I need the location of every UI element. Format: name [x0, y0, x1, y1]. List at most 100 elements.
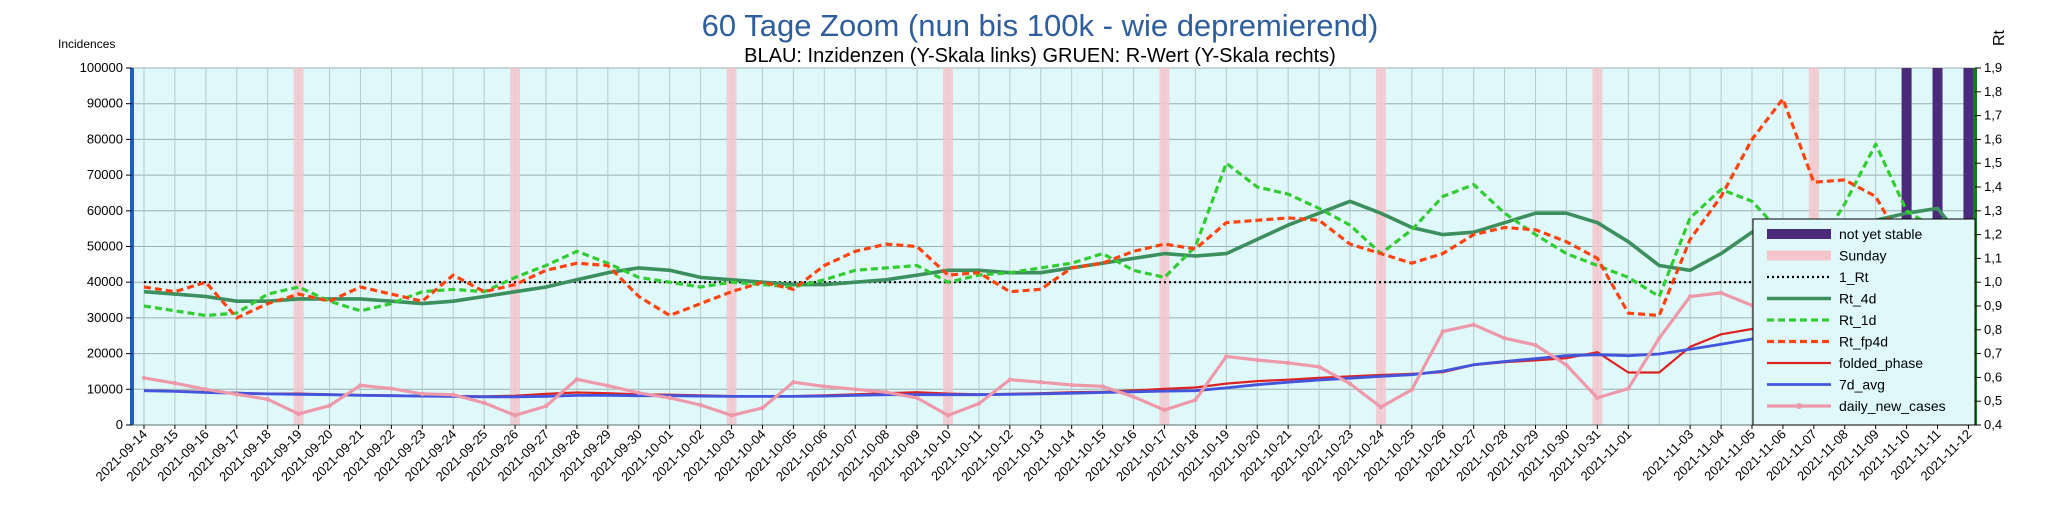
data-point-daily_new_cases	[265, 397, 270, 402]
data-point-daily_new_cases	[976, 401, 982, 406]
data-point-daily_new_cases	[481, 400, 487, 406]
data-point-daily_new_cases	[172, 381, 178, 386]
plot-area: 0 10000 20000 30000 40000 50000 60000 70000 8000…	[80, 60, 2002, 484]
data-point-daily_new_cases	[636, 390, 641, 396]
data-point-daily_new_cases	[574, 377, 580, 382]
data-point-daily_new_cases	[1007, 377, 1013, 382]
sunday-marker	[1159, 68, 1170, 425]
legend-label-sunday: Sunday	[1839, 248, 1886, 264]
y-tick-label-left: 20000	[87, 346, 123, 361]
data-point-daily_new_cases	[1502, 336, 1507, 341]
y-tick-label-left: 30000	[87, 310, 123, 325]
data-point-daily_new_cases	[543, 403, 549, 409]
data-point-daily_new_cases	[203, 387, 209, 392]
data-point-daily_new_cases	[1100, 384, 1105, 389]
legend-label-Rt_4d: Rt_4d	[1839, 291, 1876, 307]
legend-swatch-sunday	[1767, 250, 1831, 261]
y-tick-label-right: 1,4	[1984, 179, 2002, 194]
series-line-daily_new_cases	[143, 248, 1970, 417]
legend-label-Rt_1d: Rt_1d	[1839, 312, 1876, 328]
data-point-daily_new_cases	[1471, 322, 1476, 327]
sunday-marker	[293, 68, 304, 425]
data-point-daily_new_cases	[1718, 290, 1724, 296]
data-point-daily_new_cases	[389, 386, 394, 391]
legend-swatch-not_yet_stable	[1767, 229, 1831, 239]
y-tick-label-right: 1,9	[1984, 60, 2002, 75]
legend-box	[1752, 218, 1976, 426]
sunday-marker	[1375, 68, 1386, 425]
y-axis-right-label: Rt	[1991, 29, 2008, 46]
y-tick-label-left: 70000	[87, 167, 123, 182]
y-tick-label-left: 90000	[87, 96, 123, 111]
data-point-daily_new_cases	[1409, 387, 1415, 392]
series-line-7d_avg	[143, 304, 1969, 399]
y-tick-label-right: 1,1	[1984, 250, 2002, 265]
y-tick-label-right: 0,6	[1984, 369, 2002, 384]
data-point-daily_new_cases	[451, 392, 456, 397]
data-point-daily_new_cases	[234, 392, 239, 397]
data-point-daily_new_cases	[327, 403, 332, 408]
series-line-Rt_1d	[143, 142, 1970, 318]
data-point-daily_new_cases	[760, 405, 765, 411]
y-tick-label-right: 0,4	[1984, 417, 2002, 432]
data-point-daily_new_cases	[1193, 397, 1198, 403]
data-point-daily_new_cases	[1595, 395, 1600, 401]
data-point-daily_new_cases	[1687, 294, 1693, 299]
data-point-daily_new_cases	[729, 413, 734, 418]
y-tick-label-right: 1,2	[1984, 227, 2002, 242]
y-tick-label-right: 1,7	[1984, 108, 2002, 123]
y-tick-label-right: 1,6	[1984, 131, 2002, 146]
data-point-daily_new_cases	[945, 413, 951, 418]
data-point-daily_new_cases	[1626, 386, 1631, 391]
series-line-Rt_fp4d	[143, 97, 1970, 371]
data-point-daily_new_cases	[512, 413, 518, 418]
y-tick-label-right: 0,9	[1984, 298, 2002, 313]
sunday-marker	[942, 68, 953, 425]
legend-label-folded_phase: folded_phase	[1839, 355, 1923, 371]
y-tick-label-left: 0	[116, 417, 123, 432]
y-tick-label-right: 1,0	[1984, 274, 2002, 289]
legend-label-not_yet_stable: not yet stable	[1839, 226, 1922, 242]
series-line-Rt_4d	[143, 199, 1970, 306]
data-point-daily_new_cases	[822, 384, 827, 389]
data-point-daily_new_cases	[914, 395, 920, 401]
data-point-daily_new_cases	[358, 383, 363, 388]
sunday-marker	[1592, 68, 1603, 425]
data-point-daily_new_cases	[1564, 362, 1569, 368]
chart-subtitle: BLAU: Inzidenzen (Y-Skala links) GRUEN: …	[744, 45, 1336, 67]
data-point-daily_new_cases	[1378, 404, 1384, 410]
legend-label-daily_new_cases: daily_new_cases	[1839, 398, 1946, 414]
legend-swatch-marker	[1796, 403, 1802, 409]
y-tick-label-right: 1,5	[1984, 155, 2002, 170]
data-point-daily_new_cases	[1224, 354, 1229, 359]
data-point-daily_new_cases	[1131, 394, 1136, 399]
y-tick-label-left: 100000	[80, 60, 123, 75]
y-tick-label-left: 40000	[87, 274, 123, 289]
y-tick-label-left: 50000	[87, 239, 123, 254]
y-tick-label-left: 80000	[87, 131, 123, 146]
data-point-daily_new_cases	[791, 379, 796, 385]
data-point-daily_new_cases	[1162, 407, 1167, 413]
y-tick-label-right: 1,8	[1984, 84, 2002, 99]
data-point-daily_new_cases	[605, 383, 611, 388]
sunday-marker	[726, 68, 737, 425]
legend-label-Rt_fp4d: Rt_fp4d	[1839, 334, 1888, 350]
data-point-daily_new_cases	[853, 387, 858, 392]
data-point-daily_new_cases	[1069, 382, 1074, 388]
y-axis-left-label: Incidences	[58, 37, 115, 51]
y-tick-label-left: 10000	[87, 381, 123, 396]
legend-label-1_Rt: 1_Rt	[1839, 269, 1869, 285]
chart-title: 60 Tage Zoom (nun bis 100k - wie depremi…	[702, 8, 1379, 43]
data-point-daily_new_cases	[698, 402, 703, 408]
data-point-daily_new_cases	[1347, 381, 1353, 386]
y-tick-label-right: 0,7	[1984, 346, 2002, 361]
legend-label-7d_avg: 7d_avg	[1839, 377, 1885, 393]
data-point-daily_new_cases	[667, 395, 672, 401]
data-point-daily_new_cases	[420, 391, 425, 397]
sunday-marker	[510, 68, 521, 425]
y-tick-label-right: 0,8	[1984, 322, 2002, 337]
data-point-daily_new_cases	[141, 375, 147, 381]
data-point-daily_new_cases	[1255, 357, 1260, 363]
data-point-daily_new_cases	[883, 389, 889, 395]
y-tick-label-left: 60000	[87, 203, 123, 218]
